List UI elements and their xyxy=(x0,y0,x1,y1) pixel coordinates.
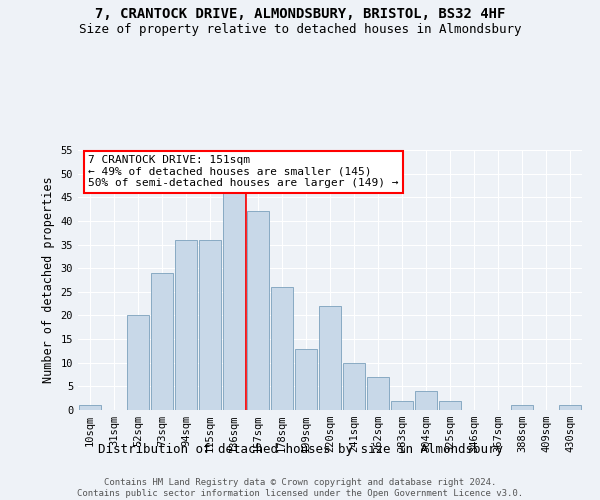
Text: Contains HM Land Registry data © Crown copyright and database right 2024.
Contai: Contains HM Land Registry data © Crown c… xyxy=(77,478,523,498)
Bar xyxy=(319,306,341,410)
Bar xyxy=(511,406,533,410)
Bar xyxy=(295,348,317,410)
Bar xyxy=(343,362,365,410)
Text: Size of property relative to detached houses in Almondsbury: Size of property relative to detached ho… xyxy=(79,22,521,36)
Bar xyxy=(247,212,269,410)
Bar xyxy=(223,192,245,410)
Bar xyxy=(199,240,221,410)
Bar xyxy=(127,316,149,410)
Text: Distribution of detached houses by size in Almondsbury: Distribution of detached houses by size … xyxy=(97,442,503,456)
Bar xyxy=(439,400,461,410)
Bar xyxy=(415,391,437,410)
Bar xyxy=(559,406,581,410)
Bar xyxy=(151,273,173,410)
Bar xyxy=(271,287,293,410)
Text: 7, CRANTOCK DRIVE, ALMONDSBURY, BRISTOL, BS32 4HF: 7, CRANTOCK DRIVE, ALMONDSBURY, BRISTOL,… xyxy=(95,8,505,22)
Y-axis label: Number of detached properties: Number of detached properties xyxy=(42,176,55,384)
Bar xyxy=(391,400,413,410)
Bar xyxy=(79,406,101,410)
Text: 7 CRANTOCK DRIVE: 151sqm
← 49% of detached houses are smaller (145)
50% of semi-: 7 CRANTOCK DRIVE: 151sqm ← 49% of detach… xyxy=(88,155,398,188)
Bar xyxy=(367,377,389,410)
Bar xyxy=(175,240,197,410)
